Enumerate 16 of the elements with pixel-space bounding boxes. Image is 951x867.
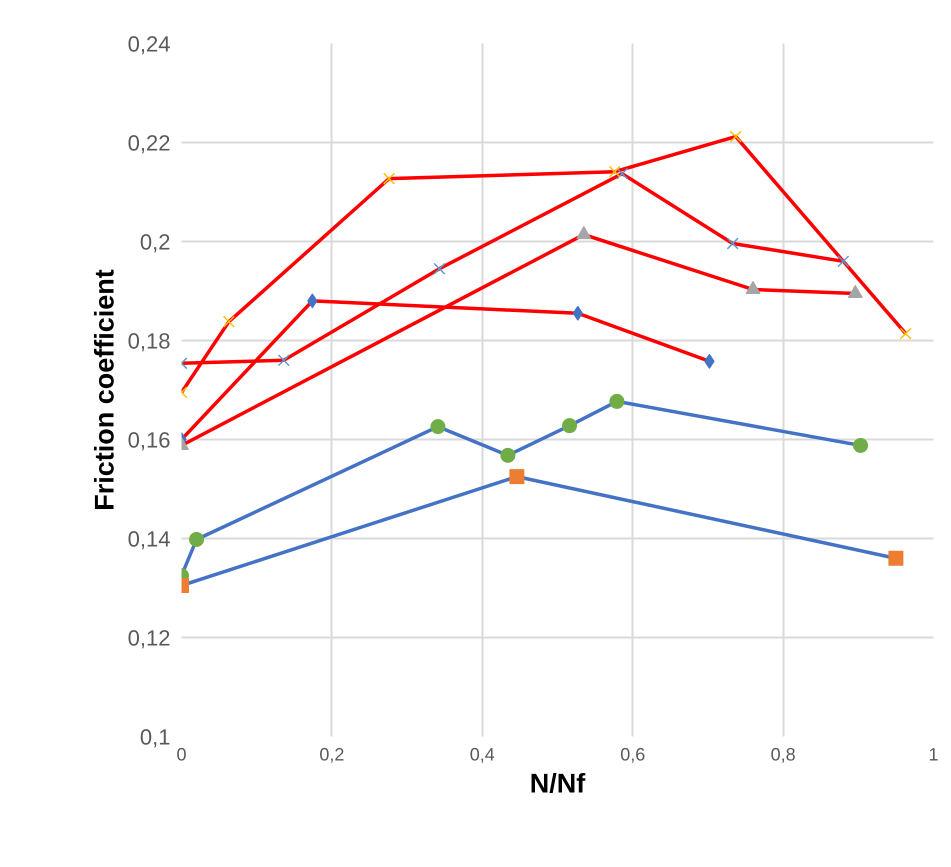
x-tick-label: 0 — [176, 744, 187, 764]
y-tick-label: 0,22 — [128, 130, 171, 156]
y-tick-label: 0,1 — [140, 724, 171, 750]
x-tick-label: 0,8 — [770, 744, 796, 764]
y-tick-label: 0,2 — [140, 230, 171, 254]
x-tick-label: 0,2 — [319, 744, 344, 764]
x-tick-label: 1 — [928, 744, 939, 764]
y-tick-label: 0,14 — [128, 526, 171, 552]
y-tick-label: 0,16 — [128, 428, 171, 452]
x-axis-title: N/Nf — [530, 768, 586, 798]
x-tick-label: 0,4 — [470, 744, 495, 764]
y-tick-label: 0,18 — [128, 328, 171, 354]
y-tick-label: 0,24 — [128, 32, 171, 56]
x-tick-label: 0,6 — [620, 744, 646, 764]
y-axis-title: Friction coefficient — [90, 269, 120, 511]
y-tick-label: 0,12 — [128, 626, 171, 650]
